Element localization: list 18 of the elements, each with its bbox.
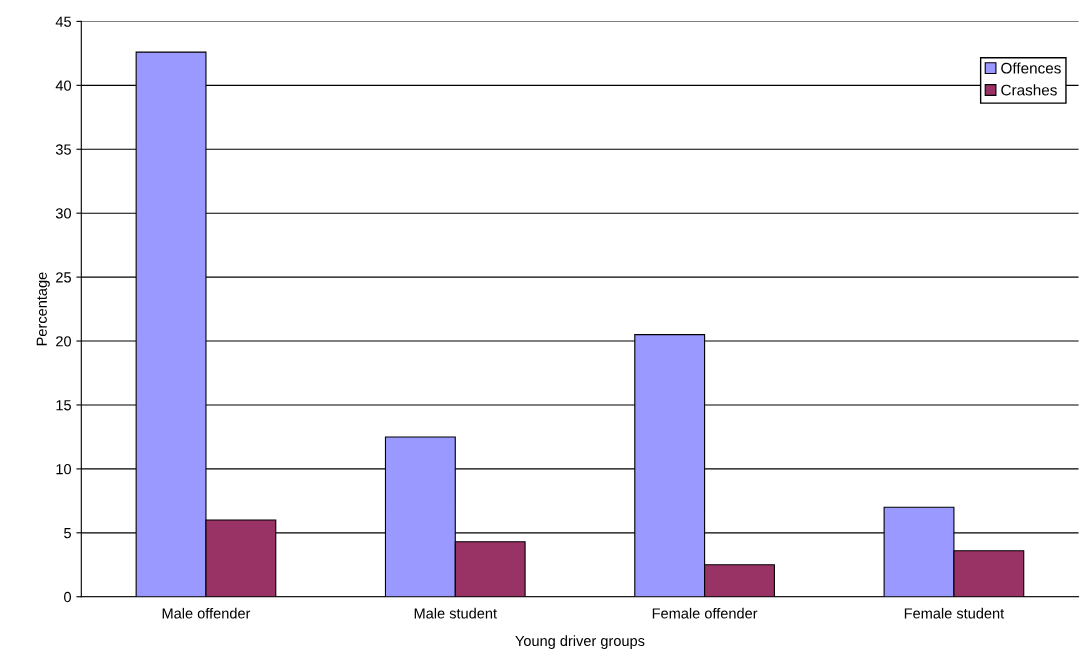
y-tick-label: 40 (55, 80, 72, 91)
y-tick-label: 20 (56, 336, 72, 347)
legend-label: Crashes (1001, 84, 1057, 96)
x-tick-label: Female offender (652, 607, 758, 619)
legend-label: Offences (1001, 62, 1061, 74)
y-tick-label: 15 (56, 400, 71, 411)
x-tick-label: Male offender (162, 607, 251, 619)
y-axis-title: Percentage (36, 272, 50, 346)
y-tick-label: 5 (64, 528, 71, 539)
y-tick-label: 10 (56, 464, 72, 475)
x-axis-title: Young driver groups (515, 635, 645, 649)
y-tick-label: 45 (55, 16, 71, 27)
x-tick-label: Male student (414, 607, 497, 619)
y-tick-label: 30 (55, 208, 72, 219)
y-tick-label: 25 (56, 272, 71, 283)
x-tick-label: Female student (904, 607, 1005, 619)
y-tick-label: 35 (55, 144, 71, 155)
y-tick-label: 0 (64, 591, 72, 603)
